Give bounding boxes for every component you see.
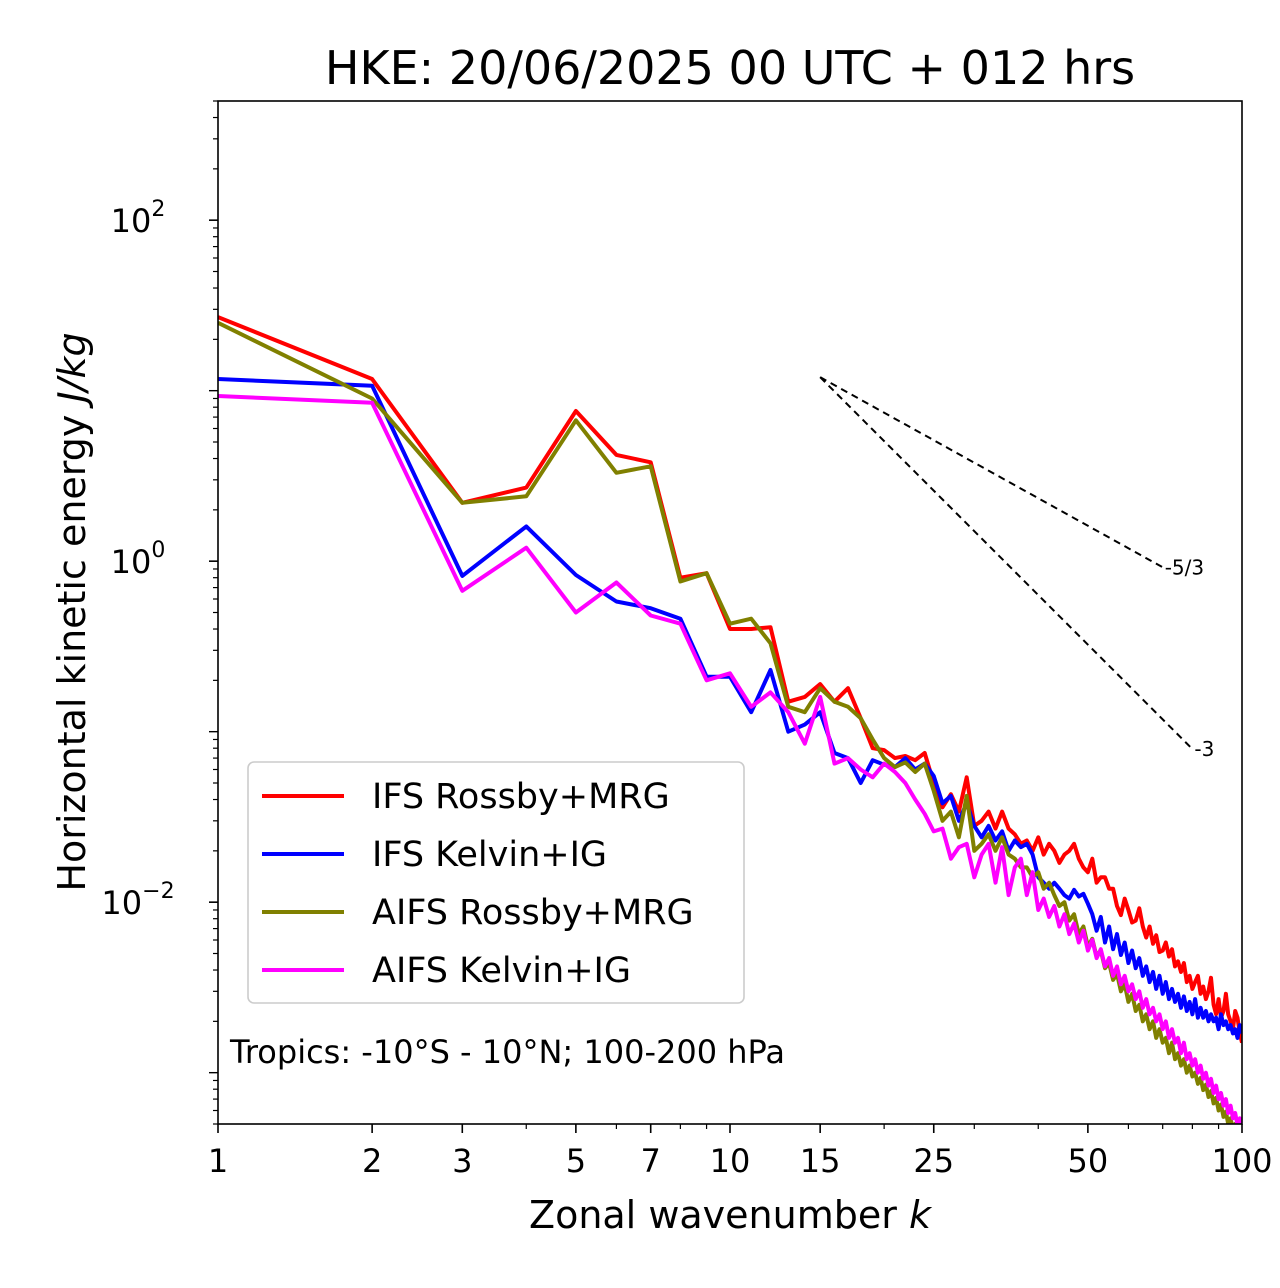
x-tick-label: 25 — [913, 1142, 954, 1180]
legend: IFS Rossby+MRG IFS Kelvin+IG AIFS Rossby+M… — [247, 761, 745, 1004]
y-tick-label: 100 — [111, 538, 166, 581]
series-line — [218, 315, 1242, 1044]
legend-box — [247, 761, 745, 1004]
x-tick-label: 5 — [566, 1142, 586, 1180]
reference-line-label: -3 — [1194, 737, 1214, 761]
x-tick-label: 1 — [208, 1142, 228, 1180]
series-line — [218, 394, 1242, 1124]
x-tick-label: 10 — [710, 1142, 751, 1180]
x-axis-label-text: Zonal wavenumber — [529, 1193, 909, 1237]
y-axis-label-unit: J/kg — [50, 332, 94, 409]
x-tick-label: 50 — [1068, 1142, 1109, 1180]
y-tick-label: 10−2 — [101, 879, 174, 922]
y-axis-label: Horizontal kinetic energy J/kg — [50, 332, 94, 891]
legend-label: IFS Kelvin+IG — [372, 835, 607, 875]
region-annotation: Tropics: -10°S - 10°N; 100-200 hPa — [229, 1033, 785, 1071]
reference-line — [819, 376, 1194, 750]
x-axis-label: Zonal wavenumber k — [529, 1193, 933, 1237]
legend-label: AIFS Kelvin+IG — [372, 951, 631, 991]
legend-label: IFS Rossby+MRG — [372, 777, 670, 817]
reference-line-label: -5/3 — [1165, 555, 1204, 579]
series-line — [218, 377, 1242, 1040]
minor-ticks — [209, 100, 1220, 1129]
reference-slope-lines: -5/3 -3 — [819, 376, 1214, 761]
y-axis-ticks: 10−2 100 102 — [101, 197, 218, 922]
plot-frame — [217, 100, 1243, 1125]
x-axis-label-symbol: k — [909, 1193, 933, 1237]
series-lines — [218, 315, 1242, 1124]
legend-label: AIFS Rossby+MRG — [372, 893, 694, 933]
x-tick-label: 2 — [362, 1142, 382, 1180]
reference-line — [819, 376, 1164, 569]
x-tick-label: 7 — [641, 1142, 661, 1180]
x-tick-label: 3 — [452, 1142, 472, 1180]
y-tick-label: 102 — [111, 197, 166, 240]
y-axis-label-text: Horizontal kinetic energy — [50, 403, 94, 892]
x-axis-ticks: 1 2 3 5 7 10 15 25 50 100 — [208, 1124, 1273, 1180]
x-tick-label: 15 — [800, 1142, 841, 1180]
x-tick-label: 100 — [1211, 1142, 1272, 1180]
chart-title: HKE: 20/06/2025 00 UTC + 012 hrs — [325, 41, 1135, 95]
